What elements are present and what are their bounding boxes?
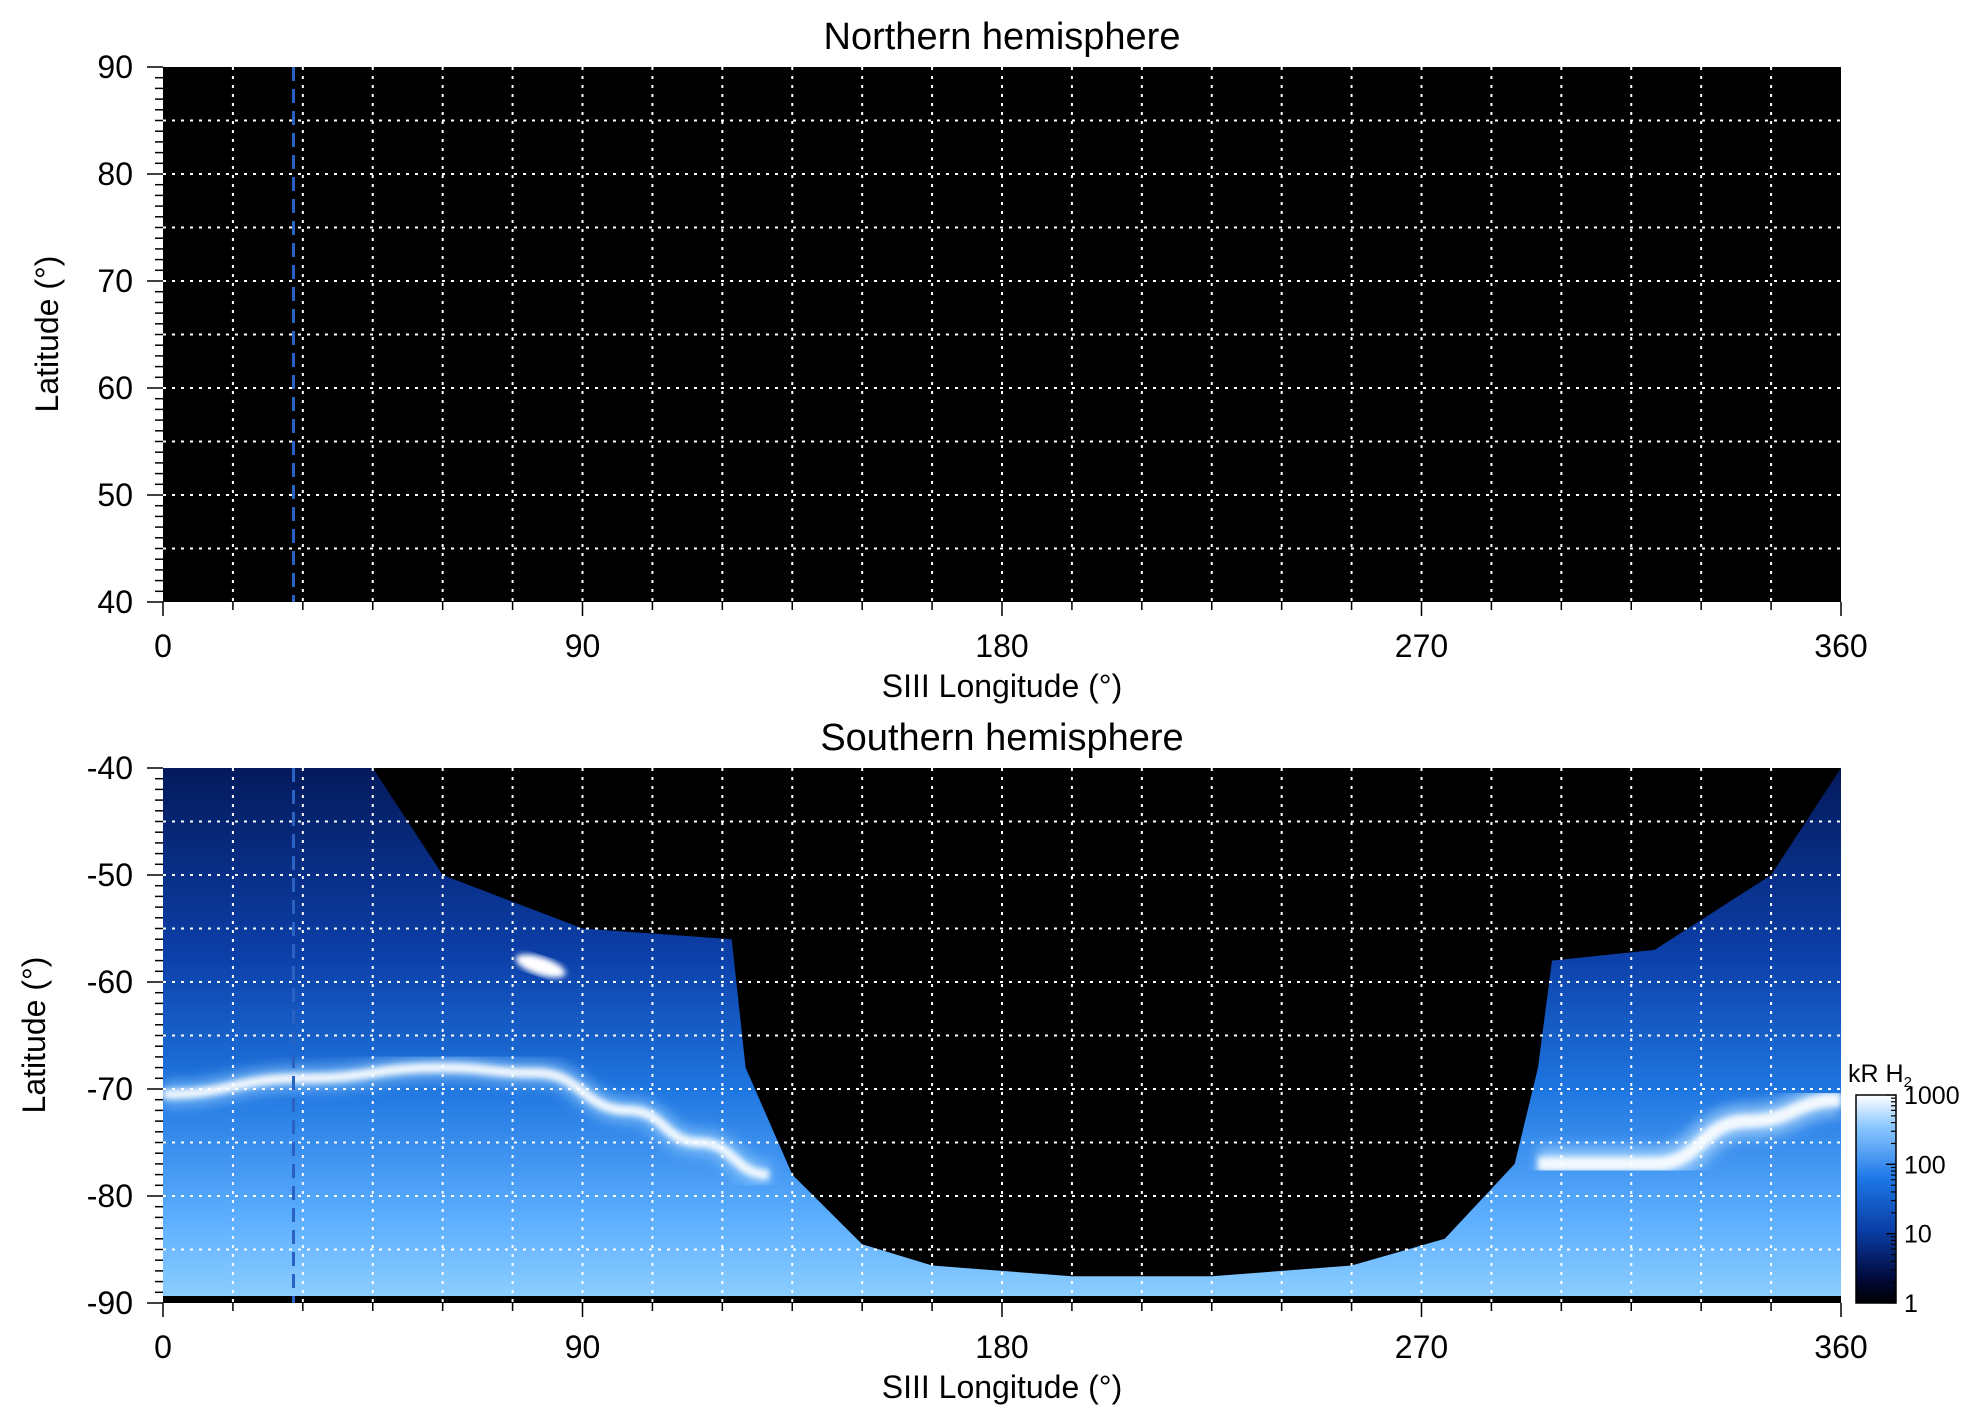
y-tick-label: 50 [97, 477, 133, 513]
x-tick-label: 90 [565, 1329, 601, 1365]
south-main-oval [163, 1062, 770, 1180]
north-x-axis-label: SIII Longitude (°) [882, 668, 1122, 704]
y-tick-label: 70 [97, 263, 133, 299]
colorbar-tick-label: 10 [1904, 1221, 1932, 1249]
south-y-axis-label: Latitude (°) [16, 957, 52, 1114]
south-title: Southern hemisphere [820, 717, 1183, 759]
x-tick-label: 360 [1814, 628, 1867, 664]
colorbar: kR H2 1000 100 10 1 [1848, 1060, 1960, 1318]
north-ticks [147, 66, 1842, 616]
y-tick-label: 80 [97, 156, 133, 192]
y-tick-label: -70 [87, 1071, 133, 1107]
x-tick-label: 180 [975, 628, 1028, 664]
south-panel: Southern hemisphere -40 -50 -60 -70 -80 -90 0… [16, 717, 1868, 1405]
colorbar-tick-label: 1000 [1904, 1082, 1960, 1110]
south-ticks [147, 767, 1842, 1317]
south-grid [163, 768, 1841, 1303]
x-tick-label: 0 [154, 628, 172, 664]
south-y-tick-labels: -40 -50 -60 -70 -80 -90 [87, 750, 133, 1321]
colorbar-ticks [1886, 1094, 1896, 1304]
south-coverage-region [163, 768, 1841, 1303]
y-tick-label: -80 [87, 1178, 133, 1214]
y-tick-label: -50 [87, 857, 133, 893]
y-tick-label: 90 [97, 49, 133, 85]
y-tick-label: 60 [97, 370, 133, 406]
north-x-tick-labels: 0 90 180 270 360 [154, 628, 1868, 664]
x-tick-label: 180 [975, 1329, 1028, 1365]
y-tick-label: -40 [87, 750, 133, 786]
north-y-axis-label: Latitude (°) [29, 256, 65, 413]
colorbar-label: kR H2 [1848, 1060, 1912, 1091]
south-bright-spot [515, 954, 566, 978]
x-tick-label: 360 [1814, 1329, 1867, 1365]
colorbar-label-main: kR H [1848, 1060, 1904, 1088]
north-panel: Northern hemisphere 90 80 70 60 50 40 0 90 180 2… [29, 16, 1868, 704]
colorbar-tick-label: 1 [1904, 1290, 1918, 1318]
y-tick-label: -90 [87, 1285, 133, 1321]
south-main-oval-east [1538, 1092, 1841, 1171]
x-tick-label: 270 [1395, 628, 1448, 664]
south-x-axis-label: SIII Longitude (°) [882, 1369, 1122, 1405]
x-tick-label: 270 [1395, 1329, 1448, 1365]
colorbar-tick-labels: 1000 100 10 1 [1904, 1082, 1960, 1318]
y-tick-label: 40 [97, 584, 133, 620]
colorbar-label-subscript: 2 [1904, 1074, 1912, 1091]
x-tick-label: 90 [565, 628, 601, 664]
south-x-tick-labels: 0 90 180 270 360 [154, 1329, 1868, 1365]
north-y-tick-labels: 90 80 70 60 50 40 [97, 49, 133, 620]
x-tick-label: 0 [154, 1329, 172, 1365]
colorbar-tick-label: 100 [1904, 1151, 1946, 1179]
north-grid [163, 67, 1841, 602]
colorbar-gradient [1855, 1094, 1897, 1304]
y-tick-label: -60 [87, 964, 133, 1000]
north-title: Northern hemisphere [824, 16, 1181, 58]
